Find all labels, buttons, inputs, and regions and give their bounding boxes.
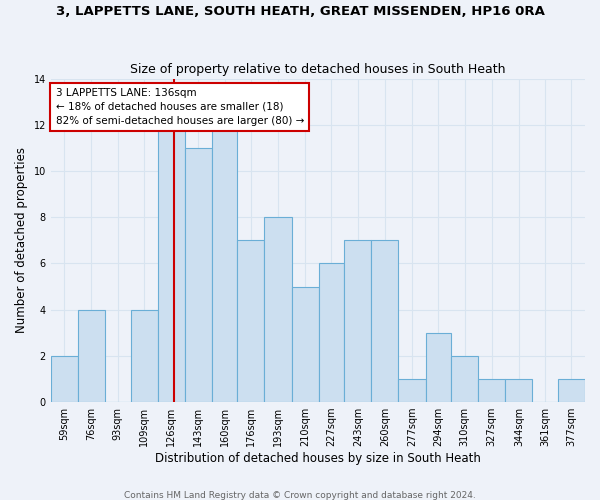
Text: 3, LAPPETTS LANE, SOUTH HEATH, GREAT MISSENDEN, HP16 0RA: 3, LAPPETTS LANE, SOUTH HEATH, GREAT MIS…	[56, 5, 544, 18]
Text: Contains HM Land Registry data © Crown copyright and database right 2024.: Contains HM Land Registry data © Crown c…	[124, 490, 476, 500]
Bar	[131, 310, 158, 402]
Bar	[265, 217, 292, 402]
Bar	[158, 125, 185, 402]
Bar	[185, 148, 212, 402]
Bar	[78, 310, 105, 402]
Bar	[478, 379, 505, 402]
Bar	[425, 333, 451, 402]
Bar	[371, 240, 398, 402]
Bar	[558, 379, 585, 402]
Y-axis label: Number of detached properties: Number of detached properties	[15, 148, 28, 334]
Bar	[344, 240, 371, 402]
Bar	[292, 286, 319, 402]
Text: 3 LAPPETTS LANE: 136sqm
← 18% of detached houses are smaller (18)
82% of semi-de: 3 LAPPETTS LANE: 136sqm ← 18% of detache…	[56, 88, 304, 126]
Bar	[398, 379, 425, 402]
Bar	[319, 264, 344, 402]
Bar	[238, 240, 265, 402]
Bar	[51, 356, 78, 402]
Title: Size of property relative to detached houses in South Heath: Size of property relative to detached ho…	[130, 63, 506, 76]
X-axis label: Distribution of detached houses by size in South Heath: Distribution of detached houses by size …	[155, 452, 481, 465]
Bar	[451, 356, 478, 402]
Bar	[212, 125, 238, 402]
Bar	[505, 379, 532, 402]
